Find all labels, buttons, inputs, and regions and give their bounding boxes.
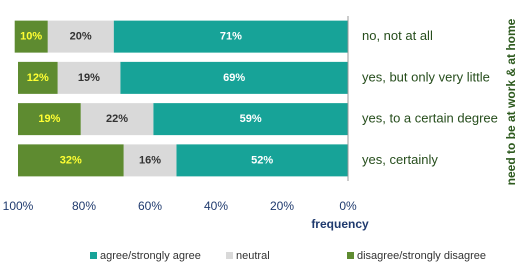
value-label: 20% (70, 31, 92, 43)
bar-segment (18, 144, 124, 177)
bar-segment (113, 20, 348, 53)
legend-swatch (226, 252, 233, 259)
value-label: 59% (240, 113, 262, 125)
category-label: yes, to a certain degree (362, 111, 498, 126)
legend-swatch (90, 252, 97, 259)
value-label: 10% (20, 31, 42, 43)
x-tick-label: 100% (3, 199, 34, 213)
x-tick-label: 80% (72, 199, 96, 213)
y-axis-title: need to be at work & at home (504, 18, 518, 185)
bar-segment (80, 103, 154, 136)
value-label: 19% (78, 72, 100, 84)
bar-segment (47, 20, 114, 53)
value-label: 12% (27, 72, 49, 84)
legend-swatch (347, 252, 354, 259)
x-axis-title: frequency (311, 217, 369, 231)
bar-segment (176, 144, 348, 177)
category-label: yes, certainly (362, 152, 438, 167)
legend-label: agree/strongly agree (100, 250, 201, 262)
category-label: no, not at all (362, 28, 433, 43)
value-label: 16% (139, 154, 161, 166)
value-label: 22% (106, 113, 128, 125)
bar-segment (153, 103, 348, 136)
x-tick-label: 60% (138, 199, 162, 213)
x-tick-label: 0% (339, 199, 357, 213)
x-tick-label: 20% (270, 199, 294, 213)
value-label: 69% (223, 72, 245, 84)
x-tick-label: 40% (204, 199, 228, 213)
category-label: yes, but only very little (362, 69, 490, 84)
value-label: 71% (220, 31, 242, 43)
bar-segment (57, 61, 121, 94)
bar-segment (14, 20, 48, 53)
bar-segment (123, 144, 177, 177)
bar-segment (120, 61, 348, 94)
bar-segment (18, 61, 58, 94)
value-label: 19% (38, 113, 60, 125)
value-label: 52% (251, 154, 273, 166)
legend-label: disagree/strongly disagree (357, 250, 486, 262)
bar-segment (18, 103, 81, 136)
value-label: 32% (60, 154, 82, 166)
legend-label: neutral (236, 250, 270, 262)
